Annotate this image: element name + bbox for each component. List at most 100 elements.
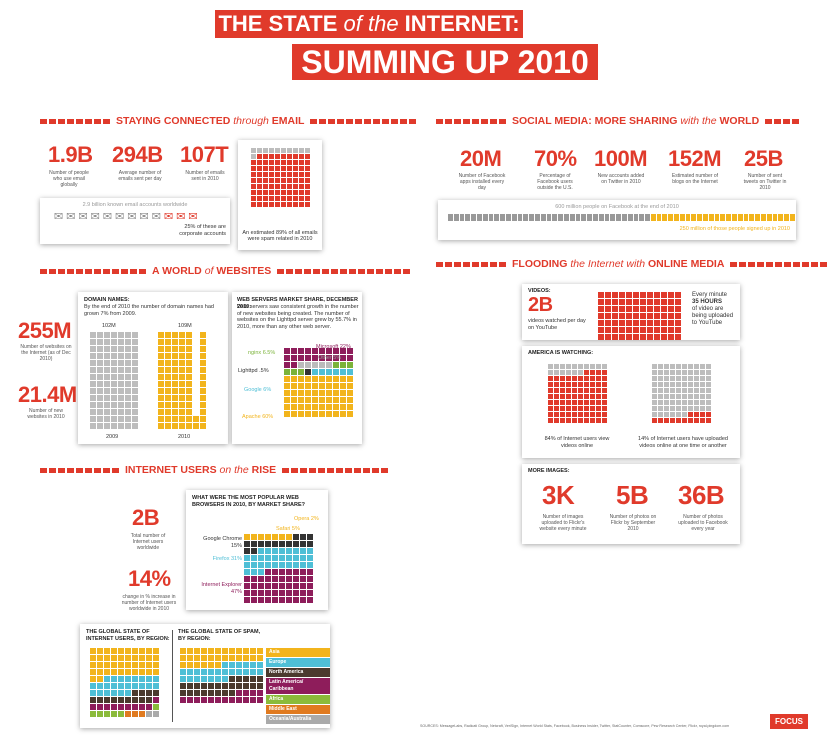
grid-cell — [193, 346, 199, 352]
grid-cell — [661, 306, 667, 312]
facebook-bar-segment — [511, 214, 517, 221]
grid-cell — [578, 418, 583, 423]
grid-cell — [668, 320, 674, 326]
facebook-bar-segment — [604, 214, 610, 221]
envelope-icon: ✉ — [102, 211, 113, 223]
grid-cell — [118, 346, 124, 352]
grid-cell — [612, 320, 618, 326]
facebook-bar-segment — [650, 214, 656, 221]
grid-cell — [244, 534, 250, 540]
grid-cell — [688, 418, 693, 423]
grid-cell — [200, 409, 206, 415]
grid-cell — [208, 662, 214, 668]
facebook-bar-segment — [552, 214, 558, 221]
social-stat-4-value: 152M — [668, 146, 722, 171]
grid-cell — [265, 555, 271, 561]
grid-cell — [602, 376, 607, 381]
grid-cell — [118, 704, 124, 710]
grid-cell — [584, 364, 589, 369]
grid-cell — [661, 313, 667, 319]
grid-cell — [104, 388, 110, 394]
grid-cell — [132, 346, 138, 352]
grid-cell — [293, 184, 298, 189]
grid-cell — [165, 381, 171, 387]
grid-cell — [284, 383, 290, 389]
grid-cell — [300, 583, 306, 589]
grid-cell — [90, 423, 96, 429]
grid-cell — [180, 648, 186, 654]
grid-cell — [158, 360, 164, 366]
grid-cell — [90, 402, 96, 408]
grid-cell — [633, 292, 639, 298]
users-growth-value: 14% — [128, 566, 171, 591]
grid-cell — [193, 416, 199, 422]
grid-cell — [293, 562, 299, 568]
grid-cell — [97, 683, 103, 689]
grid-cell — [222, 655, 228, 661]
browser-label-chrome: Google Chrome 15% — [203, 536, 242, 549]
grid-cell — [104, 662, 110, 668]
grid-cell — [193, 339, 199, 345]
server-label-nginx: nginx 6.5% — [248, 350, 276, 356]
grid-cell — [97, 402, 103, 408]
grid-cell — [578, 394, 583, 399]
grid-cell — [676, 364, 681, 369]
grid-cell — [257, 697, 263, 703]
grid-cell — [572, 364, 577, 369]
grid-cell — [244, 555, 250, 561]
grid-cell — [194, 669, 200, 675]
images-stat-2-value: 5B — [616, 480, 649, 510]
grid-cell — [125, 704, 131, 710]
grid-cell — [652, 370, 657, 375]
grid-cell — [193, 374, 199, 380]
grid-cell — [688, 406, 693, 411]
grid-cell — [118, 409, 124, 415]
grid-cell — [340, 397, 346, 403]
grid-cell — [654, 320, 660, 326]
grid-cell — [300, 569, 306, 575]
grid-cell — [187, 683, 193, 689]
grid-cell — [104, 402, 110, 408]
grid-cell — [578, 400, 583, 405]
grid-cell — [664, 400, 669, 405]
grid-cell — [187, 669, 193, 675]
grid-cell — [180, 690, 186, 696]
stat-value: 294B — [112, 142, 163, 167]
grid-cell — [286, 555, 292, 561]
grid-cell — [118, 711, 124, 717]
grid-cell — [333, 383, 339, 389]
stat-value: 107T — [180, 142, 229, 167]
grid-cell — [305, 355, 311, 361]
grid-cell — [281, 160, 286, 165]
grid-cell — [265, 548, 271, 554]
grid-cell — [165, 388, 171, 394]
grid-cell — [305, 411, 311, 417]
grid-cell — [612, 292, 618, 298]
grid-cell — [548, 394, 553, 399]
grid-cell — [281, 202, 286, 207]
grid-cell — [111, 353, 117, 359]
grid-cell — [676, 418, 681, 423]
grid-cell — [208, 683, 214, 689]
grid-cell — [165, 402, 171, 408]
grid-cell — [118, 353, 124, 359]
facebook-bar-segment — [610, 214, 616, 221]
grid-cell — [670, 376, 675, 381]
grid-cell — [153, 669, 159, 675]
grid-cell — [90, 346, 96, 352]
grid-cell — [299, 148, 304, 153]
grid-cell — [281, 148, 286, 153]
grid-cell — [111, 367, 117, 373]
envelope-row: ✉ ✉ ✉ ✉ ✉ ✉ ✉ ✉ ✉ ✉ ✉ ✉ — [54, 212, 198, 223]
grid-cell — [279, 562, 285, 568]
grid-cell — [153, 711, 159, 717]
grid-cell — [97, 381, 103, 387]
grid-cell — [104, 683, 110, 689]
grid-cell — [284, 390, 290, 396]
grid-cell — [706, 400, 711, 405]
grid-cell — [125, 423, 131, 429]
grid-cell — [111, 374, 117, 380]
grid-cell — [258, 548, 264, 554]
grid-cell — [633, 327, 639, 333]
grid-cell — [694, 370, 699, 375]
